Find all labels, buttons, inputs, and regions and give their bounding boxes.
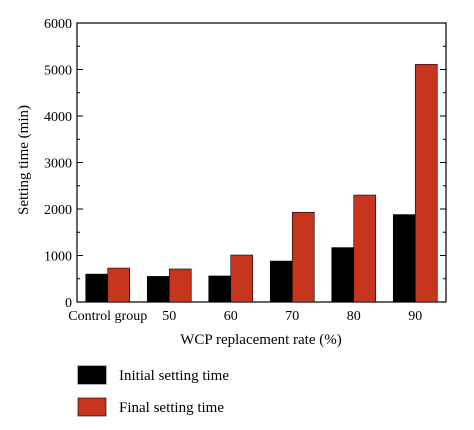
bar-initial-3 <box>269 260 293 303</box>
bar-final-1 <box>168 268 192 303</box>
x-tick-label: 90 <box>408 309 422 324</box>
bar-initial-2 <box>208 275 232 303</box>
x-tick-label: 50 <box>162 309 176 324</box>
bar-initial-0 <box>85 273 109 303</box>
legend-label: Final setting time <box>119 400 224 416</box>
bar-final-5 <box>414 64 438 303</box>
plot-area <box>76 22 447 303</box>
y-tick-label: 1000 <box>44 250 72 265</box>
bar-initial-5 <box>392 214 416 303</box>
y-tick-label: 0 <box>65 296 72 311</box>
y-tick-label: 4000 <box>44 110 72 125</box>
bar-initial-1 <box>146 276 170 303</box>
bar-final-0 <box>107 267 131 303</box>
bar-initial-4 <box>331 247 355 303</box>
x-axis-ticks: Control group 50 60 70 80 90 <box>68 297 422 324</box>
x-tick-label: 80 <box>347 309 361 324</box>
y-tick-label: 2000 <box>44 203 72 218</box>
x-tick-label: 70 <box>285 309 299 324</box>
y-tick-label: 5000 <box>44 64 72 79</box>
x-tick-label: Control group <box>68 309 147 324</box>
y-tick-label: 3000 <box>44 157 72 172</box>
bar-final-3 <box>291 211 315 303</box>
legend-label: Initial setting time <box>119 368 229 384</box>
x-tick-label: 60 <box>224 309 238 324</box>
bars <box>85 64 438 303</box>
bar-final-4 <box>353 194 377 303</box>
legend: Initial setting time Final setting time <box>77 365 229 417</box>
plot-frame <box>76 22 447 303</box>
x-axis-label: WCP replacement rate (%) <box>180 332 341 348</box>
y-axis-ticks: 0 1000 2000 3000 4000 5000 6000 <box>44 17 446 311</box>
legend-swatch <box>77 397 107 417</box>
y-tick-label: 6000 <box>44 17 72 32</box>
legend-swatch <box>77 365 107 385</box>
y-axis-label: Setting time (min) <box>16 105 32 215</box>
bar-final-2 <box>230 254 254 303</box>
